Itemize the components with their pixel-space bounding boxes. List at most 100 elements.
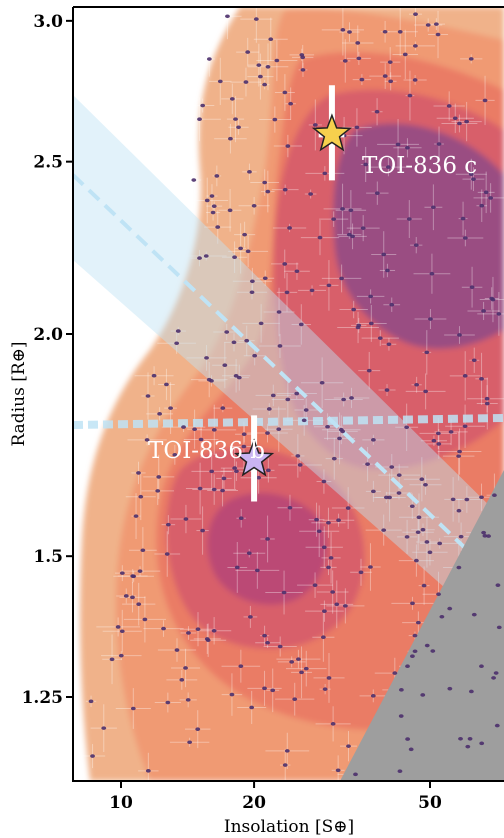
population-point — [338, 427, 344, 432]
population-point — [388, 79, 394, 84]
population-point — [277, 344, 283, 348]
population-point — [430, 205, 436, 210]
population-point — [241, 432, 247, 437]
population-point — [341, 397, 347, 402]
population-point — [303, 408, 309, 412]
population-point — [420, 693, 426, 697]
population-point — [405, 664, 410, 669]
population-point — [413, 558, 419, 563]
population-point — [131, 574, 137, 579]
population-point — [326, 283, 332, 288]
population-point — [277, 644, 283, 649]
y-axis: 1.251.52.02.53.03.5 — [22, 12, 73, 708]
population-point — [285, 144, 291, 148]
population-point — [436, 142, 442, 146]
population-point — [220, 406, 226, 410]
population-point — [346, 744, 351, 748]
population-point — [413, 12, 418, 16]
population-point — [464, 119, 470, 124]
x-axis: 10 20 50 — [109, 781, 442, 813]
population-point — [198, 437, 204, 442]
population-point — [382, 74, 388, 78]
population-point — [486, 534, 491, 538]
density-contours — [80, 7, 504, 781]
population-point — [164, 382, 169, 387]
population-point — [374, 191, 380, 195]
population-point — [295, 454, 301, 458]
y-tick-label: 1.25 — [22, 688, 63, 708]
population-point — [436, 592, 441, 597]
radius-valley-horizontal — [73, 414, 504, 429]
population-point — [460, 216, 466, 221]
population-point — [340, 207, 345, 211]
population-point — [294, 391, 300, 396]
population-point — [299, 670, 304, 675]
population-point — [483, 190, 489, 195]
population-point — [156, 475, 162, 479]
population-point — [389, 465, 395, 469]
population-point — [303, 666, 309, 671]
population-point — [172, 453, 178, 457]
population-point — [326, 565, 331, 570]
population-point — [224, 330, 230, 334]
population-point — [353, 772, 358, 777]
population-point — [200, 103, 206, 108]
population-point — [174, 648, 180, 652]
population-point — [386, 165, 391, 169]
population-point — [294, 269, 300, 274]
population-point — [428, 317, 433, 321]
population-point — [133, 514, 139, 518]
population-point — [340, 28, 346, 32]
population-point — [479, 203, 485, 208]
population-point — [397, 769, 403, 773]
population-point — [288, 101, 294, 106]
population-point — [229, 692, 235, 697]
population-point — [115, 625, 121, 629]
population-point — [298, 322, 304, 327]
population-point — [350, 234, 355, 239]
population-point — [429, 271, 435, 276]
population-point — [206, 377, 212, 382]
population-point — [300, 68, 306, 72]
population-point — [331, 456, 337, 461]
population-point — [398, 688, 404, 692]
x-tick-label: 20 — [242, 793, 266, 813]
population-point — [491, 676, 496, 680]
population-point — [421, 583, 427, 588]
population-point — [210, 210, 216, 215]
population-point — [448, 430, 454, 434]
population-point — [427, 550, 433, 555]
population-point — [165, 700, 171, 705]
population-point — [301, 418, 307, 423]
population-point — [312, 583, 318, 587]
population-point — [415, 620, 421, 625]
population-point — [439, 614, 445, 619]
population-point — [326, 676, 332, 680]
population-point — [211, 487, 217, 492]
population-point — [377, 336, 383, 340]
population-point — [360, 226, 366, 230]
population-point — [253, 17, 259, 21]
population-point — [410, 654, 415, 658]
x-tick-label: 50 — [418, 793, 442, 813]
population-point — [330, 590, 336, 594]
x-tick-label: 10 — [109, 793, 133, 813]
population-point — [238, 246, 244, 251]
population-point — [425, 23, 431, 27]
population-point — [262, 686, 267, 691]
population-point — [222, 363, 228, 368]
population-point — [495, 583, 501, 587]
population-point — [258, 321, 264, 326]
population-point — [358, 570, 364, 575]
population-point — [168, 406, 173, 410]
population-point — [138, 494, 144, 499]
population-point — [469, 285, 475, 289]
population-point — [249, 290, 255, 295]
population-point — [370, 489, 376, 494]
population-point — [281, 590, 287, 595]
population-point — [287, 226, 292, 230]
population-point — [282, 90, 288, 95]
population-point — [468, 172, 474, 177]
population-point — [397, 30, 403, 34]
population-point — [337, 436, 342, 441]
